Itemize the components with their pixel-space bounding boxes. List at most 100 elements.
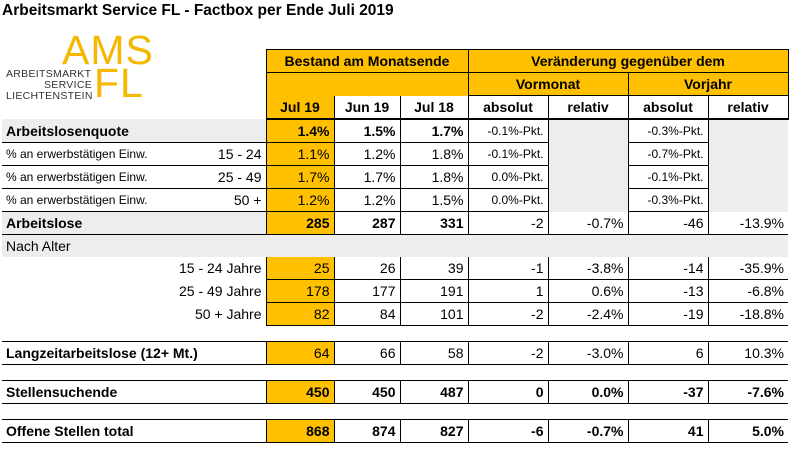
cell-offene-vj-abs: 41 — [628, 419, 709, 443]
cell-a1524-jul19: 25 — [265, 257, 335, 280]
cell-a2549-jul19: 178 — [265, 279, 335, 303]
header-vm-absolut: absolut — [468, 95, 549, 120]
header-bestand: Bestand am Monatsende — [265, 49, 469, 73]
cell-langzeit-jun19: 66 — [334, 341, 401, 365]
row-q50: % an erwerbstätigen Einw. 50 + 1.2% 1.2%… — [2, 188, 788, 212]
label-langzeit: Langzeitarbeitslose (12+ Mt.) — [2, 341, 266, 365]
header-vorjahr: Vorjahr — [628, 72, 789, 96]
row-offene: Offene Stellen total 868 874 827 -6 -0.7… — [2, 419, 788, 443]
cell-arbeitslose-vm-abs: -2 — [468, 211, 549, 235]
cell-a50-vj-abs: -19 — [628, 302, 709, 326]
cell-a50-vm-rel: -2.4% — [548, 302, 629, 326]
header-jul18: Jul 18 — [400, 95, 469, 120]
cell-q1524-jul19: 1.1% — [265, 142, 335, 166]
age-q2549: 25 - 49 — [212, 165, 266, 189]
cell-offene-jul18: 827 — [400, 419, 469, 443]
cell-a2549-vj-rel: -6.8% — [708, 279, 788, 303]
cell-quote-vj-abs: -0.3%-Pkt. — [627, 119, 709, 143]
cell-q50-jul19: 1.2% — [265, 188, 335, 212]
cell-quote-vm-abs: -0.1%-Pkt. — [468, 119, 549, 143]
row-arbeitslose: Arbeitslose 285 287 331 -2 -0.7% -46 -13… — [2, 211, 788, 235]
ams-logo: AMS FL ARBEITSMARKT SERVICE LIECHTENSTEI… — [2, 27, 264, 104]
cell-a1524-vm-rel: -3.8% — [548, 257, 629, 280]
row-a50: 50 + Jahre 82 84 101 -2 -2.4% -19 -18.8% — [2, 302, 788, 326]
cell-a1524-jul18: 39 — [400, 257, 469, 280]
cell-a2549-jul18: 191 — [400, 279, 469, 303]
cell-a50-jun19: 84 — [334, 302, 401, 326]
label-a1524: 15 - 24 Jahre — [179, 260, 262, 277]
cell-quote-jul19: 1.4% — [265, 119, 335, 143]
header-jul19: Jul 19 — [265, 95, 335, 120]
cell-offene-vj-rel: 5.0% — [708, 419, 788, 443]
cell-arbeitslose-jul19: 285 — [265, 211, 335, 235]
cell-a2549-vj-abs: -13 — [628, 279, 709, 303]
row-q2549: % an erwerbstätigen Einw. 25 - 49 1.7% 1… — [2, 165, 788, 189]
cell-q1524-vj-abs: -0.7%-Pkt. — [627, 142, 709, 166]
cell-stellen-vm-rel: 0.0% — [548, 380, 629, 404]
cell-arbeitslose-vj-abs: -46 — [628, 211, 709, 235]
cell-langzeit-vj-rel: 10.3% — [708, 341, 788, 365]
label-q2549: % an erwerbstätigen Einw. — [2, 165, 212, 189]
logo-abbr-fl: FL — [94, 60, 144, 106]
factbox-table: Bestand am Monatsende Veränderung gegenü… — [2, 49, 789, 443]
header-veraenderung: Veränderung gegenüber dem — [468, 49, 789, 73]
row-langzeit: Langzeitarbeitslose (12+ Mt.) 64 66 58 -… — [2, 341, 788, 365]
cell-q50-vj-abs: -0.3%-Pkt. — [627, 188, 709, 212]
label-nach-alter: Nach Alter — [2, 234, 788, 257]
row-a1524: 15 - 24 Jahre 25 26 39 -1 -3.8% -14 -35.… — [2, 257, 788, 280]
label-stellen: Stellensuchende — [2, 380, 266, 404]
cell-arbeitslose-jun19: 287 — [334, 211, 401, 235]
cell-q2549-jun19: 1.7% — [334, 165, 401, 189]
label-offene: Offene Stellen total — [2, 419, 266, 443]
label-quote: Arbeitslosenquote — [2, 119, 266, 143]
header-vj-absolut: absolut — [628, 95, 709, 120]
cell-a50-jul19: 82 — [265, 302, 335, 326]
cell-q1524-jul18: 1.8% — [400, 142, 469, 166]
cell-stellen-vm-abs: 0 — [468, 380, 549, 404]
cell-a1524-vm-abs: -1 — [468, 257, 549, 280]
cell-offene-vm-rel: -0.7% — [548, 419, 629, 443]
cell-q50-jul18: 1.5% — [400, 188, 469, 212]
logo-line-2: SERVICE — [44, 79, 93, 91]
cell-a1524-jun19: 26 — [334, 257, 401, 280]
cell-stellen-vj-rel: -7.6% — [708, 380, 788, 404]
cell-q2549-vj-abs: -0.1%-Pkt. — [627, 165, 709, 189]
cell-a50-vm-abs: -2 — [468, 302, 549, 326]
label-q1524: % an erwerbstätigen Einw. — [2, 142, 212, 166]
cell-langzeit-vj-abs: 6 — [628, 341, 709, 365]
cell-q2549-vm-abs: 0.0%-Pkt. — [468, 165, 549, 189]
logo-line-3: LIECHTENSTEIN — [6, 90, 93, 102]
cell-stellen-jul19: 450 — [265, 380, 335, 404]
label-a2549: 25 - 49 Jahre — [179, 283, 262, 299]
logo-abbr-ams: AMS — [62, 27, 154, 73]
header-row-1: Bestand am Monatsende Veränderung gegenü… — [2, 49, 789, 73]
header-jun19: Jun 19 — [334, 95, 401, 120]
cell-a50-vj-rel: -18.8% — [708, 302, 788, 326]
cell-langzeit-jul18: 58 — [400, 341, 469, 365]
cell-a2549-vm-abs: 1 — [468, 279, 549, 303]
cell-a2549-jun19: 177 — [334, 279, 401, 303]
cell-arbeitslose-vm-rel: -0.7% — [548, 211, 629, 235]
row-q1524: % an erwerbstätigen Einw. 15 - 24 1.1% 1… — [2, 142, 788, 166]
cell-offene-jul19: 868 — [265, 419, 335, 443]
header-vm-relativ: relativ — [548, 95, 629, 120]
cell-a2549-vm-rel: 0.6% — [548, 279, 629, 303]
cell-quote-jul18: 1.7% — [400, 119, 469, 143]
cell-quote-jun19: 1.5% — [334, 119, 401, 143]
cell-q1524-vm-abs: -0.1%-Pkt. — [468, 142, 549, 166]
row-quote: Arbeitslosenquote 1.4% 1.5% 1.7% -0.1%-P… — [2, 119, 788, 143]
cell-langzeit-vm-abs: -2 — [468, 341, 549, 365]
cell-q2549-jul19: 1.7% — [265, 165, 335, 189]
cell-offene-vm-abs: -6 — [468, 419, 549, 443]
header-vormonat: Vormonat — [468, 72, 629, 96]
label-arbeitslose: Arbeitslose — [2, 211, 266, 235]
header-row-3: Jul 19 Jun 19 Jul 18 absolut relativ abs… — [2, 95, 789, 120]
cell-q50-vm-abs: 0.0%-Pkt. — [468, 188, 549, 212]
header-vj-relativ: relativ — [708, 95, 789, 120]
cell-a1524-vj-rel: -35.9% — [708, 257, 788, 280]
cell-q2549-jul18: 1.8% — [400, 165, 469, 189]
cell-a1524-vj-abs: -14 — [628, 257, 709, 280]
cell-stellen-vj-abs: -37 — [628, 380, 709, 404]
age-q1524: 15 - 24 — [212, 142, 266, 166]
cell-offene-jun19: 874 — [334, 419, 401, 443]
